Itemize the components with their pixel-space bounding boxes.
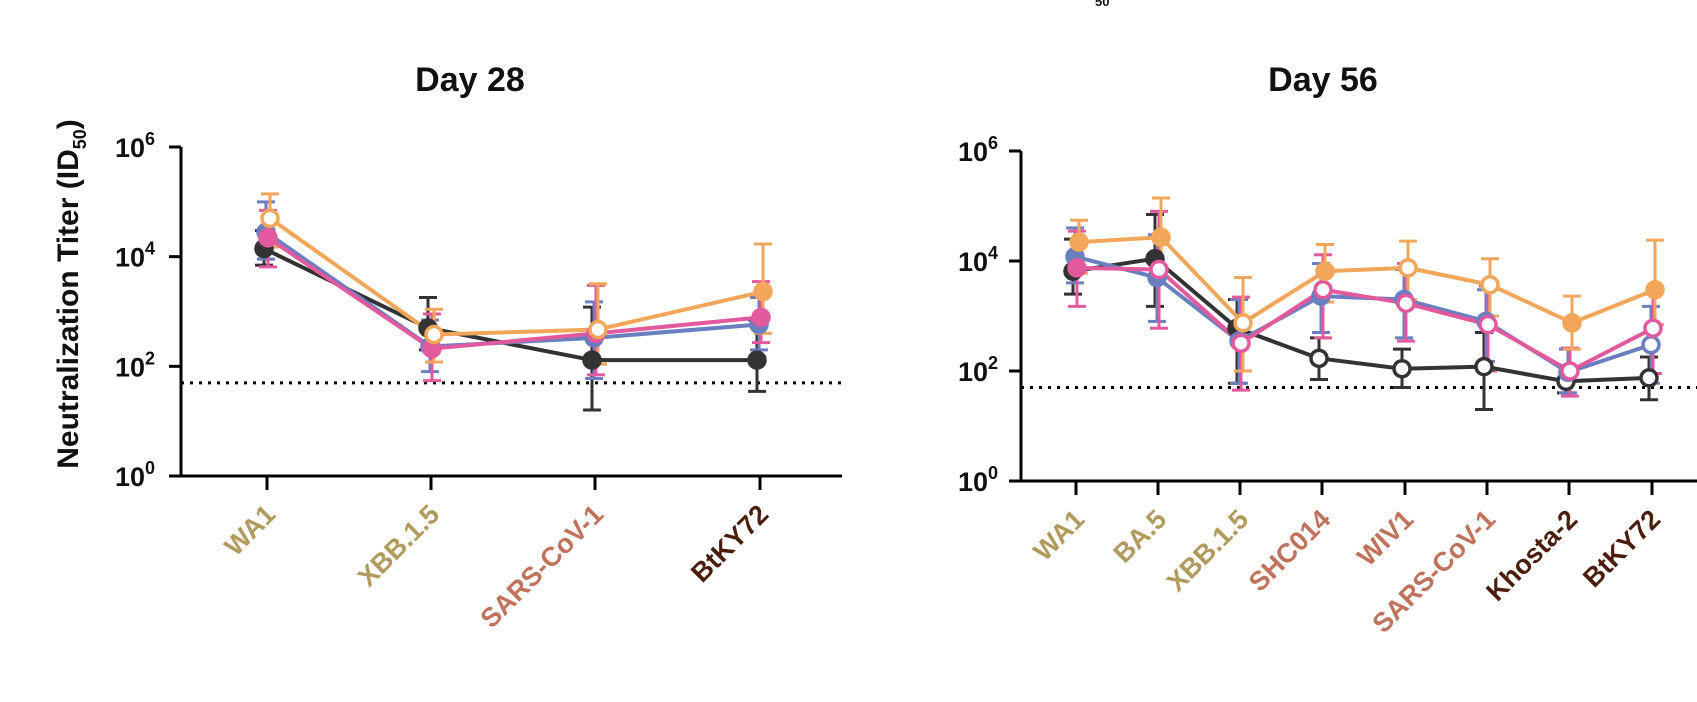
data-point-pink — [1149, 259, 1169, 280]
data-points — [254, 208, 773, 370]
series-line-pink — [266, 236, 762, 351]
y-tick-label: 106 — [958, 133, 998, 167]
data-point-orange — [753, 281, 773, 302]
x-tick-label: WA1 — [219, 499, 282, 562]
y-tick-label: 100 — [958, 463, 998, 497]
data-point-black — [747, 350, 767, 370]
data-point-orange — [1151, 227, 1171, 248]
y-tick-base: 10 — [115, 462, 145, 492]
x-tick-label: WIV1 — [1351, 504, 1419, 572]
y-tick-base: 10 — [115, 243, 145, 273]
x-tick-label: BtKY72 — [685, 499, 774, 588]
x-tick-label: WA1 — [1028, 504, 1091, 567]
y-axis-label: Neutralization Titer (ID50) — [52, 119, 90, 469]
x-tick-label: BtKY72 — [1577, 504, 1666, 593]
data-point-pink — [1560, 361, 1580, 381]
data-point-orange — [1562, 313, 1582, 333]
data-point-orange — [1233, 313, 1253, 333]
y-tick-label: 104 — [115, 239, 155, 273]
axes — [1019, 151, 1697, 483]
series-line-orange — [268, 216, 764, 337]
data-point-blue — [1641, 335, 1661, 355]
y-tick-exponent: 0 — [988, 463, 998, 483]
data-point-black — [582, 350, 602, 370]
data-point-orange — [260, 208, 280, 229]
x-ticks — [265, 476, 762, 490]
y-tick-exponent: 2 — [145, 348, 155, 368]
x-tick-label: XBB.1.5 — [352, 499, 445, 592]
data-point-orange — [1398, 258, 1418, 278]
data-point-orange — [1315, 261, 1335, 282]
y-tick-exponent: 2 — [988, 353, 998, 373]
data-point-pink — [1478, 314, 1498, 335]
data-point-orange — [1480, 274, 1500, 295]
data-point-orange — [1645, 280, 1665, 300]
chart-title: Day 56 — [1268, 61, 1378, 99]
y-axis-label-main: Neutralization Titer (ID — [52, 149, 85, 468]
data-point-black — [1474, 356, 1494, 377]
data-point-black — [1309, 348, 1329, 369]
data-points — [1063, 227, 1665, 392]
x-tick-label: Khosta-2 — [1480, 504, 1583, 607]
data-point-pink — [1231, 333, 1251, 353]
chart-title: Day 28 — [415, 61, 525, 99]
y-tick-base: 10 — [958, 467, 988, 497]
y-tick-label: 100 — [115, 458, 155, 492]
x-tick-label: BA.5 — [1108, 504, 1173, 569]
x-tick-label: SARS-CoV-1 — [475, 499, 610, 634]
data-point-orange — [588, 319, 608, 340]
series-line-blue — [264, 230, 760, 349]
data-point-pink — [1313, 280, 1333, 300]
x-ticks — [1074, 481, 1654, 495]
data-point-orange — [424, 324, 444, 345]
y-tick-base: 10 — [958, 357, 988, 387]
x-tick-label: XBB.1.5 — [1161, 504, 1254, 597]
y-tick-label: 102 — [115, 348, 155, 382]
data-point-black — [1392, 358, 1412, 379]
data-point-pink — [1396, 293, 1416, 314]
y-tick-base: 10 — [115, 352, 145, 382]
x-tick-label: SHC014 — [1243, 504, 1336, 597]
series-line-pink — [1076, 265, 1654, 373]
axes — [179, 147, 842, 478]
top-fragment-label: 50 — [1095, 0, 1109, 9]
y-tick-label: 102 — [958, 353, 998, 387]
y-tick-base: 10 — [958, 247, 988, 277]
series-line-orange — [1078, 235, 1656, 325]
y-tick-exponent: 6 — [145, 129, 155, 149]
y-axis-label-subscript: 50 — [70, 129, 90, 149]
y-tick-label: 104 — [958, 243, 998, 277]
y-tick-exponent: 4 — [145, 239, 155, 259]
data-point-pink — [751, 307, 771, 328]
series-lines — [263, 216, 764, 363]
y-tick-base: 10 — [115, 133, 145, 163]
data-point-pink — [1643, 318, 1663, 338]
chart-day-28: Day 28 Neutralization Titer (ID50) 10010… — [52, 61, 842, 634]
y-tick-exponent: 0 — [145, 458, 155, 478]
error-bars — [255, 192, 772, 412]
x-tick-labels: WA1 XBB.1.5 SARS-CoV-1 BtKY72 — [219, 499, 775, 634]
data-point-pink — [1067, 258, 1087, 278]
y-tick-label: 106 — [115, 129, 155, 163]
data-point-black — [1639, 368, 1659, 388]
y-tick-exponent: 6 — [988, 133, 998, 153]
y-tick-exponent: 4 — [988, 243, 998, 263]
data-point-pink — [258, 228, 278, 248]
y-tick-base: 10 — [958, 137, 988, 167]
y-axis-label-close: ) — [52, 119, 85, 129]
data-point-orange — [1069, 232, 1089, 252]
